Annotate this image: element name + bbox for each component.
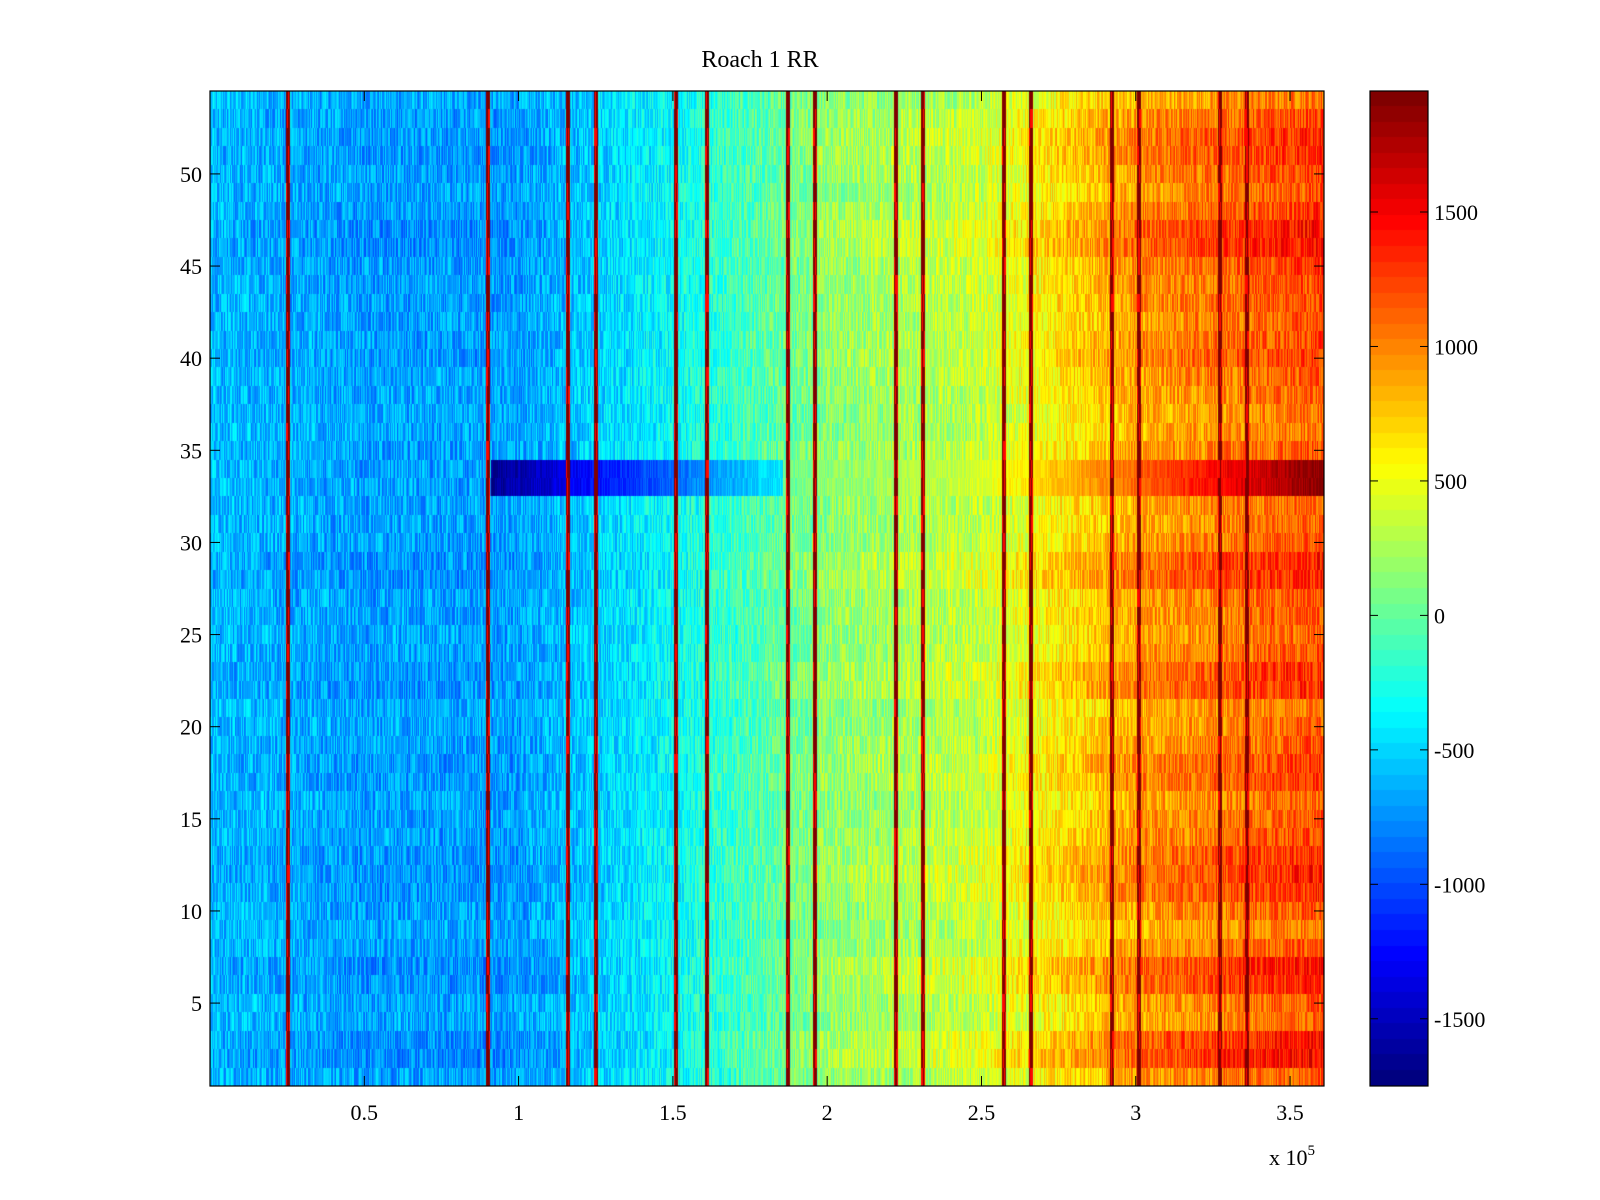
y-tick-label: 25 [180, 623, 202, 648]
y-tick-label: 10 [180, 899, 202, 924]
heatmap-cells [210, 91, 1324, 1086]
chart-title: Roach 1 RR [701, 47, 818, 73]
y-tick-label: 45 [180, 254, 202, 279]
y-tick-label: 50 [180, 162, 202, 187]
colorbar-tick-label: 0 [1434, 603, 1445, 628]
colorbar-tick-label: 500 [1434, 469, 1467, 494]
x-tick-label: 3 [1130, 1100, 1141, 1125]
x-tick-label: 1.5 [659, 1100, 687, 1125]
y-tick-label: 40 [180, 346, 202, 371]
colorbar-tick-label: -500 [1434, 738, 1474, 763]
x-tick-label: 0.5 [351, 1100, 379, 1125]
y-tick-label: 20 [180, 715, 202, 740]
y-tick-label: 15 [180, 807, 202, 832]
x-tick-label: 1 [513, 1100, 524, 1125]
colorbar-ticks: -1500 -1000 -500 0 500 1000 1500 [1370, 200, 1485, 1032]
plot-frame [209, 90, 1325, 1087]
colorbar-frame [1369, 90, 1429, 1087]
x-tick-label: 2.5 [968, 1100, 996, 1125]
x-tick-label: 3.5 [1276, 1100, 1304, 1125]
colorbar-tick-label: -1500 [1434, 1007, 1485, 1032]
y-axis: 5 10 15 20 25 30 35 40 45 50 [180, 162, 1324, 1016]
x-tick-label: 2 [822, 1100, 833, 1125]
heatmap-plot-area [209, 90, 1325, 1087]
colorbar-tick-label: 1500 [1434, 200, 1478, 225]
y-tick-label: 30 [180, 530, 202, 555]
y-tick-label: 5 [191, 991, 202, 1016]
y-tick-label: 35 [180, 438, 202, 463]
x-axis: 0.5 1 1.5 2 2.5 3 3.5 [351, 91, 1304, 1125]
colorbar-tick-label: 1000 [1434, 334, 1478, 359]
colorbar: -1500 -1000 -500 0 500 1000 1500 [1369, 90, 1485, 1087]
x-axis-exponent-label: x 105 [1269, 1143, 1315, 1170]
colorbar-gradient [1370, 91, 1428, 1086]
colorbar-tick-label: -1000 [1434, 872, 1485, 897]
